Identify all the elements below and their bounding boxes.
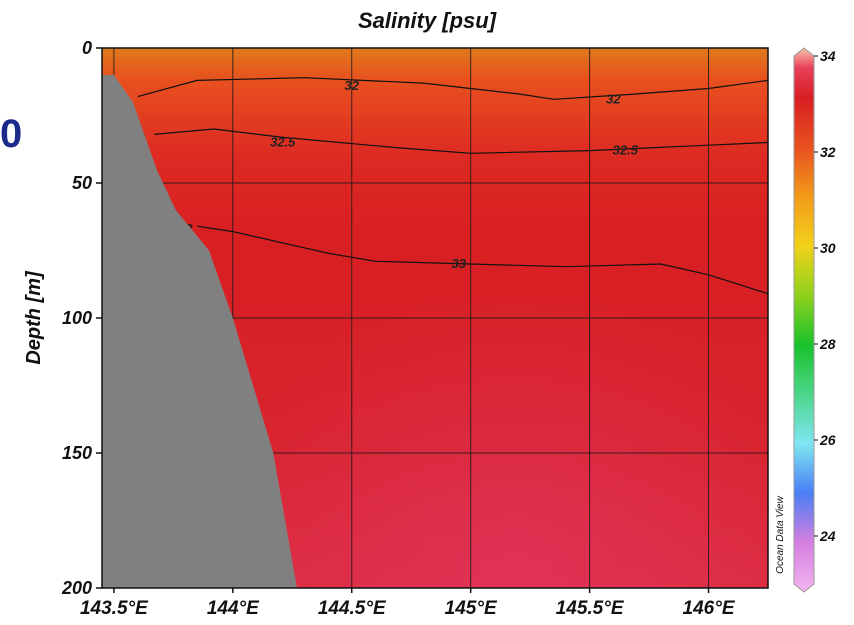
x-tick-label-4: 145.5°E <box>556 598 625 619</box>
partial-slide-text: 0 <box>0 112 23 156</box>
x-tick-label-3: 145°E <box>445 598 498 619</box>
x-tick-label-2: 144.5°E <box>318 598 387 619</box>
y-axis-label: Depth [m] <box>23 270 45 365</box>
y-tick-label-3: 150 <box>62 443 92 463</box>
x-tick-label-0: 143.5°E <box>80 598 149 619</box>
colorbar-tick-label-2: 30 <box>820 240 836 256</box>
seafloor-mask <box>102 75 297 588</box>
contour-label-32-1: 32 <box>606 91 621 106</box>
contour-line-32-5 <box>154 128 769 154</box>
colorbar-tick-label-5: 24 <box>819 528 836 544</box>
x-tick-label-1: 144°E <box>207 598 260 619</box>
contour-label-32-5-0: 32.5 <box>270 135 296 150</box>
x-tick-label-5: 146°E <box>683 598 736 619</box>
contour-label-32-0: 32 <box>345 78 360 93</box>
contour-line-33 <box>197 225 769 295</box>
y-tick-label-1: 50 <box>72 173 92 193</box>
y-tick-label-2: 100 <box>62 308 92 328</box>
colorbar-tick-label-4: 26 <box>819 432 836 448</box>
contour-line-32 <box>137 77 769 100</box>
y-tick-label-0: 0 <box>82 38 92 58</box>
colorbar-tick-label-3: 28 <box>819 336 836 352</box>
y-tick-label-4: 200 <box>61 578 92 598</box>
colorbar <box>793 47 815 593</box>
chart-title: Salinity [psu] <box>357 8 497 33</box>
colorbar-tick-label-0: 34 <box>820 48 836 64</box>
contour-label-33-1: 33 <box>452 256 467 271</box>
ocean-data-view-watermark: Ocean Data View <box>775 495 786 573</box>
contour-label-32-5-1: 32.5 <box>613 143 639 158</box>
colorbar-tick-label-1: 32 <box>820 144 836 160</box>
